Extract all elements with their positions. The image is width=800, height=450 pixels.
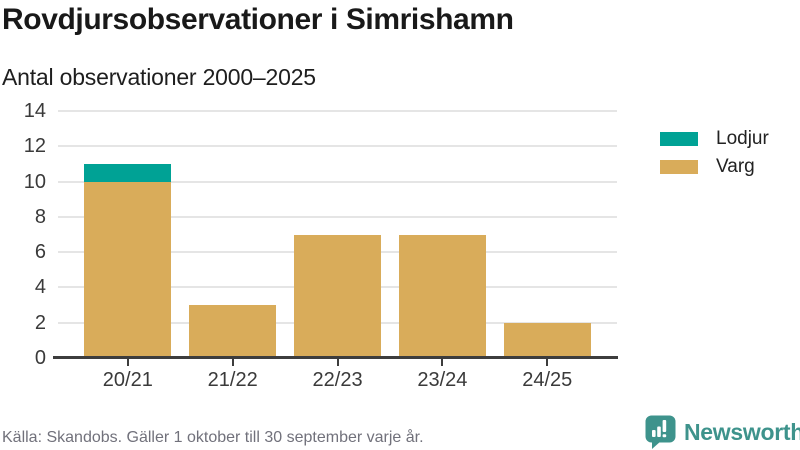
newsworthy-logo-icon [645,415,676,449]
x-axis-tick-label: 24/25 [522,369,573,391]
bar-segment-varg-23-24 [398,234,486,358]
legend: Lodjur Varg [660,129,769,185]
plot-area [58,110,617,358]
newsworthy-wordmark: Newsworthy [684,418,800,445]
gridline-y12 [58,145,617,148]
gridline-y8 [58,215,617,218]
x-axis-tick-label: 22/23 [312,369,363,391]
gridline-y14 [58,110,617,112]
source-note: Källa: Skandobs. Gäller 1 oktober till 3… [2,429,424,446]
x-axis-tick [546,359,549,366]
gridline-y10 [58,180,617,183]
x-axis-tick [231,359,234,366]
x-axis-tick-label: 21/22 [207,369,258,391]
page-title: Rovdjursobservationer i Simrishamn [2,3,514,36]
x-axis-tick-label: 23/24 [417,369,468,391]
x-axis-tick [336,359,339,366]
legend-label: Varg [716,156,755,177]
bar-segment-varg-21-22 [189,305,277,358]
x-axis-line [53,356,618,359]
x-axis-tick [126,359,129,366]
bar-segment-varg-22-23 [294,234,382,358]
y-axis-tick-label: 4 [34,276,46,299]
legend-label: Lodjur [716,128,769,149]
legend-swatch-varg [660,160,698,174]
y-axis-tick-label: 2 [34,311,46,334]
y-axis-tick-label: 14 [23,100,46,122]
y-axis-tick-label: 0 [34,347,46,369]
x-axis-tick [441,359,444,366]
y-axis-tick-label: 12 [23,135,46,158]
legend-swatch-lodjur [660,132,698,146]
bar-segment-varg-20-21 [84,181,172,358]
bar-segment-lodjur-20-21 [84,163,172,182]
y-axis-tick-label: 6 [34,241,46,264]
x-axis-tick-label: 20/21 [102,369,153,391]
y-axis-tick-label: 8 [34,205,46,228]
chart-subtitle: Antal observationer 2000–2025 [2,64,316,90]
newsworthy-logo: Newsworthy [644,414,800,450]
legend-item-varg: Varg [660,157,769,177]
legend-item-lodjur: Lodjur [660,129,769,149]
bar-segment-varg-24-25 [503,322,591,358]
y-axis-tick-label: 10 [23,170,46,193]
